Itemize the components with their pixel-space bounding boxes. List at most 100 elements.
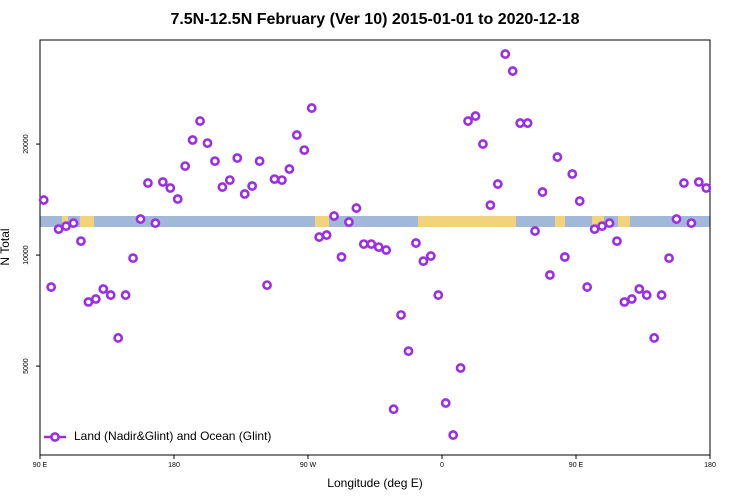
point [314,232,325,242]
point [492,179,503,189]
x-axis-label: Longitude (deg E) [327,476,422,490]
point [626,294,637,304]
point [589,224,600,235]
point [165,183,176,193]
point [277,175,287,185]
x-tick-label: 90 E [569,462,584,469]
point [440,398,451,408]
point [128,253,138,264]
point [559,252,570,262]
point [679,178,689,188]
point [157,177,168,187]
point [291,130,302,140]
point [693,177,704,187]
x-tick-label: 180 [704,462,716,469]
point [403,346,414,357]
point [76,236,86,247]
point [552,152,563,162]
point [299,145,310,155]
point [217,182,228,192]
point [247,181,258,191]
point [545,270,555,280]
point [344,217,354,227]
point [180,161,191,171]
legend-marker [50,432,60,442]
point [418,256,429,267]
point [336,252,347,262]
point [172,194,183,204]
point [455,363,466,373]
point [38,195,49,205]
point [366,239,377,249]
point [254,156,265,167]
point [83,297,94,307]
point [582,282,593,292]
point [574,196,585,206]
point [649,333,660,343]
point [321,230,332,240]
x-tick-label: 180 [168,462,180,469]
y-tick-label: 20000 [23,134,30,154]
point [61,221,71,232]
point [507,66,518,76]
point [597,221,607,232]
point [478,139,488,149]
point [425,251,436,261]
point [522,118,533,128]
point [567,169,578,179]
point [224,175,235,185]
point [210,156,220,167]
point [664,253,674,264]
y-tick-label: 5000 [23,358,30,374]
point [90,294,101,304]
point [68,218,79,228]
x-tick-label: 90 E [33,462,48,469]
point [411,238,421,248]
point [388,404,399,415]
point [262,280,272,291]
point [537,187,548,197]
point [463,116,473,126]
point [396,310,406,320]
point [284,164,295,174]
x-tick-label: 0 [440,462,444,469]
point [105,290,116,300]
point [470,111,481,121]
point [448,430,459,440]
point [381,245,392,255]
point [604,218,615,228]
point [485,200,496,211]
point [269,174,280,184]
point [46,282,57,292]
point [113,333,124,343]
point [120,290,131,300]
point [98,284,109,294]
plot-frame [39,39,711,456]
point [187,135,198,145]
point [358,239,369,249]
legend-item: Land (Nadir&Glint) and Ocean (Glint) [44,429,271,443]
point [53,224,64,235]
point [239,189,250,199]
y-axis-label: N Total [0,228,12,265]
point [515,118,526,128]
point [612,236,622,247]
point [433,290,444,300]
point [671,214,682,224]
point [195,116,205,126]
y-tick-label: 10000 [23,245,30,265]
point [701,183,712,193]
point [530,226,540,236]
point [373,242,384,253]
point [329,211,339,221]
point [619,297,630,307]
point [656,290,667,300]
point [634,284,645,294]
point [641,290,652,300]
point [351,203,362,213]
point [135,214,146,224]
point [150,218,161,228]
chart-title: 7.5N-12.5N February (Ver 10) 2015-01-01 … [170,11,579,28]
point [143,178,153,188]
legend-label: Land (Nadir&Glint) and Ocean (Glint) [74,429,271,443]
